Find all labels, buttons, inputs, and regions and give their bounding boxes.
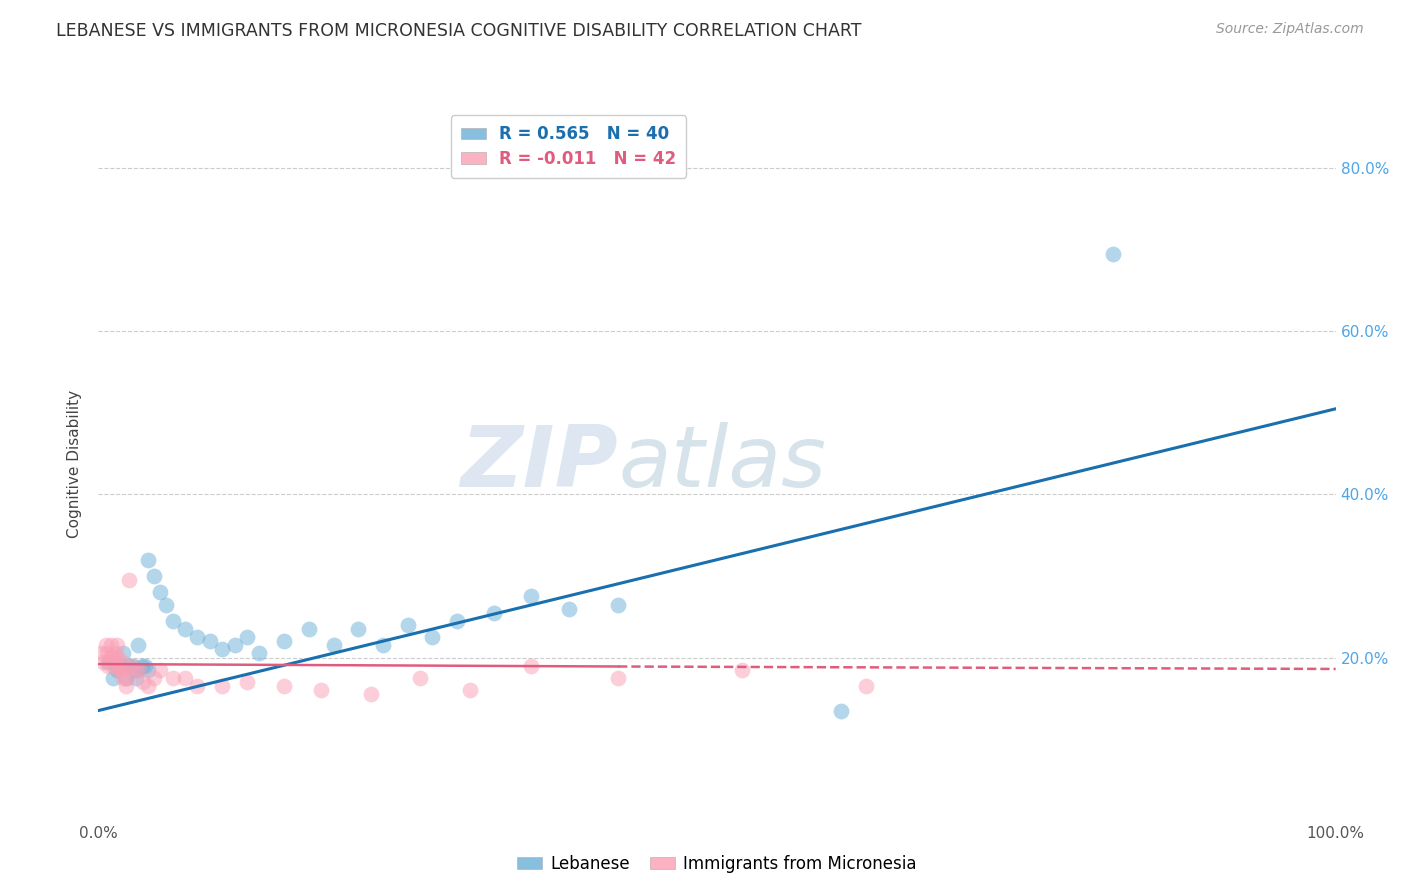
Point [247,647,270,661]
Point [149,585,172,599]
Point [105,663,128,677]
Point [409,671,432,685]
Point [830,704,852,718]
Text: LEBANESE VS IMMIGRANTS FROM MICRONESIA COGNITIVE DISABILITY CORRELATION CHART: LEBANESE VS IMMIGRANTS FROM MICRONESIA C… [56,22,862,40]
Text: atlas: atlas [619,422,827,506]
Point [149,663,172,677]
Point [155,598,177,612]
Point [118,573,141,587]
Point [98,650,121,665]
Point [114,671,136,685]
Point [103,647,125,661]
Point [110,658,132,673]
Point [162,614,184,628]
Point [90,647,112,661]
Point [103,671,125,685]
Point [273,679,295,693]
Point [103,658,125,673]
Point [186,630,208,644]
Point [97,658,120,673]
Point [162,671,184,685]
Point [128,663,150,677]
Point [131,658,153,673]
Point [607,671,630,685]
Point [94,638,117,652]
Point [186,679,208,693]
Point [309,683,332,698]
Point [174,622,197,636]
Text: Source: ZipAtlas.com: Source: ZipAtlas.com [1216,22,1364,37]
Point [484,606,506,620]
Point [124,663,146,677]
Point [104,655,127,669]
Point [132,675,155,690]
Y-axis label: Cognitive Disability: Cognitive Disability [67,390,83,538]
Point [112,671,135,685]
Point [236,675,259,690]
Point [422,630,444,644]
Point [143,569,166,583]
Point [112,663,135,677]
Point [134,658,156,673]
Point [520,590,543,604]
Point [96,647,118,661]
Point [731,663,754,677]
Point [97,655,120,669]
Point [136,663,159,677]
Point [607,598,630,612]
Text: ZIP: ZIP [460,422,619,506]
Point [855,679,877,693]
Legend: Lebanese, Immigrants from Micronesia: Lebanese, Immigrants from Micronesia [510,848,924,880]
Point [136,552,159,566]
Point [198,634,221,648]
Point [124,663,146,677]
Point [107,650,129,665]
Point [1102,247,1125,261]
Point [396,618,419,632]
Point [101,650,124,665]
Point [105,638,128,652]
Point [127,638,149,652]
Point [111,655,134,669]
Point [298,622,321,636]
Point [114,679,136,693]
Point [174,671,197,685]
Point [520,658,543,673]
Point [446,614,468,628]
Point [121,658,143,673]
Point [122,658,145,673]
Point [236,630,259,644]
Point [108,663,131,677]
Point [347,622,370,636]
Point [112,647,135,661]
Point [136,679,159,693]
Legend: R = 0.565   N = 40, R = -0.011   N = 42: R = 0.565 N = 40, R = -0.011 N = 42 [451,115,686,178]
Point [371,638,394,652]
Point [224,638,246,652]
Point [115,671,138,685]
Point [360,687,382,701]
Point [118,658,141,673]
Point [322,638,344,652]
Point [100,638,122,652]
Point [458,683,481,698]
Point [93,655,115,669]
Point [110,663,132,677]
Point [557,601,579,615]
Point [211,642,233,657]
Point [211,679,233,693]
Point [273,634,295,648]
Point [143,671,166,685]
Point [124,671,146,685]
